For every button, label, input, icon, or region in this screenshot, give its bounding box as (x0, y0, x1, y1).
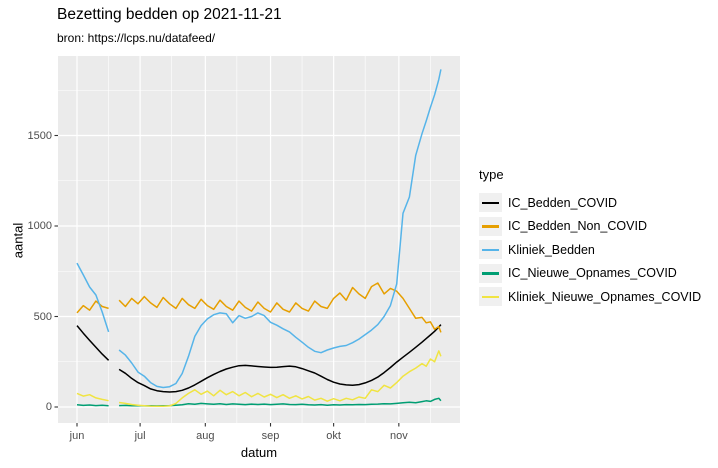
series-line-Kliniek_Bedden (118, 69, 442, 389)
legend-key-swatch (479, 216, 502, 236)
x-tick-label: sep (261, 430, 280, 442)
chart-subtitle: bron: https://lcps.nu/datafeed/ (57, 31, 216, 45)
legend-key-line-icon (482, 225, 499, 228)
series-line-IC_Nieuwe_Opnames_COVID (119, 397, 442, 407)
x-axis-label: datum (240, 445, 278, 460)
legend-title: type (479, 167, 504, 182)
series-line-Kliniek_Bedden (76, 262, 110, 333)
legend-key-swatch (479, 240, 502, 260)
legend-item: IC_Bedden_Non_COVID (479, 215, 701, 239)
legend-key-line-icon (482, 248, 499, 251)
legend-key-line-icon (482, 201, 499, 204)
y-tick-label: 0 (45, 401, 52, 413)
series-line-IC_Bedden_Non_COVID (118, 282, 442, 333)
y-tick-label: 1500 (27, 129, 52, 142)
legend-item: Kliniek_Nieuwe_Opnames_COVID (479, 285, 701, 309)
legend-item: IC_Nieuwe_Opnames_COVID (479, 262, 701, 286)
series-line-IC_Bedden_COVID (118, 324, 442, 393)
legend-item-label: IC_Nieuwe_Opnames_COVID (508, 266, 677, 281)
legend-item: Kliniek_Bedden (479, 238, 701, 262)
legend-item: IC_Bedden_COVID (479, 191, 701, 215)
legend-key-line-icon (482, 295, 499, 298)
legend-key-swatch (479, 287, 502, 307)
x-tick-label: okt (326, 430, 341, 442)
series-line-Kliniek_Nieuwe_Opnames_COVID (118, 350, 442, 408)
x-tick-label: jun (69, 430, 85, 442)
series-line-IC_Bedden_COVID (76, 325, 110, 361)
legend-item-label: Kliniek_Bedden (508, 242, 595, 257)
series-line-IC_Bedden_Non_COVID (76, 300, 109, 314)
legend-key-swatch (479, 263, 502, 283)
x-tick-label: nov (389, 430, 408, 442)
legend-key-swatch (479, 193, 502, 213)
y-tick-label: 500 (33, 310, 52, 323)
legend-items: IC_Bedden_COVID IC_Bedden_Non_COVID Klinie… (479, 191, 701, 309)
legend-item-label: IC_Bedden_Non_COVID (508, 219, 647, 234)
series-line-IC_Nieuwe_Opnames_COVID (76, 404, 109, 407)
x-tick-label: aug (196, 430, 215, 442)
series-line-Kliniek_Nieuwe_Opnames_COVID (76, 392, 109, 402)
legend-item-label: Kliniek_Nieuwe_Opnames_COVID (508, 289, 702, 304)
y-tick-label: 1000 (27, 220, 52, 232)
chart-title: Bezetting bedden op 2021-11-21 (57, 6, 282, 23)
legend: type IC_Bedden_COVID IC_Bedden_Non_COVID K… (479, 167, 701, 309)
panel-background (58, 56, 460, 423)
legend-item-label: IC_Bedden_COVID (508, 195, 618, 210)
x-tick-label: jul (134, 430, 146, 442)
legend-key-line-icon (482, 272, 499, 275)
